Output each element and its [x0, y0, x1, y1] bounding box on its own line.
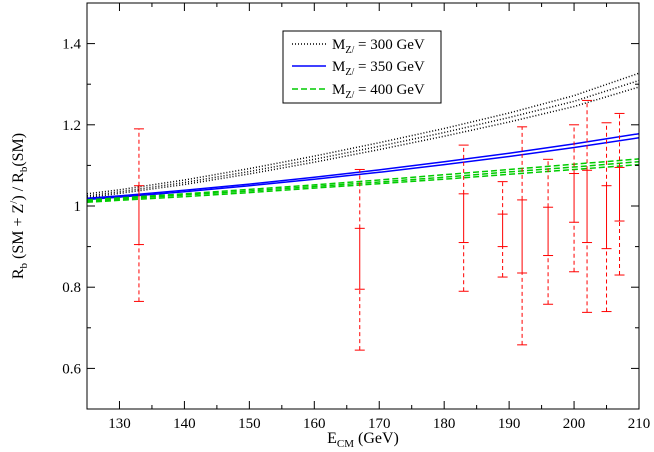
x-axis-label: ECM (GeV)	[327, 430, 399, 450]
series-2-line-0	[86, 158, 640, 201]
legend: MZ/ = 300 GeV MZ/ = 350 GeV MZ/ = 400 Ge…	[282, 30, 442, 104]
error-bar-layer	[133, 99, 625, 351]
x-tick-label: 130	[108, 416, 131, 432]
legend-label-300: MZ/ = 300 GeV	[332, 37, 425, 56]
series-1-line-0	[86, 132, 640, 200]
legend-box	[282, 30, 442, 104]
y-axis-label: Rb (SM + Z/) / Rb(SM)	[8, 133, 30, 279]
x-tick-label: 180	[433, 416, 456, 432]
error-bar-1	[354, 168, 365, 351]
series-2-line-2	[86, 163, 640, 204]
error-bar-6	[569, 124, 580, 273]
x-tick-label: 210	[628, 416, 651, 432]
y-tick-label: 0.6	[62, 361, 81, 377]
y-tick-label: 0.8	[62, 280, 81, 296]
error-bar-2	[458, 144, 469, 292]
x-tick-label: 140	[173, 416, 196, 432]
series-1-line-1	[86, 137, 640, 201]
error-bar-3	[497, 181, 508, 278]
error-bar-0	[133, 128, 144, 302]
error-bar-9	[614, 112, 625, 276]
x-tick-label: 190	[498, 416, 521, 432]
x-tick-label: 200	[563, 416, 586, 432]
series-2-line-1	[86, 160, 640, 202]
y-tick-label: 1	[74, 199, 82, 215]
x-tick-label: 160	[303, 416, 326, 432]
x-tick-label: 170	[368, 416, 391, 432]
error-bar-5	[543, 158, 554, 305]
error-bar-8	[601, 122, 612, 313]
error-bar-4	[517, 126, 528, 346]
y-tick-label: 1.4	[62, 37, 81, 53]
legend-label-350: MZ/ = 350 GeV	[332, 59, 425, 78]
series-layer	[86, 72, 640, 204]
legend-label-400: MZ/ = 400 GeV	[332, 82, 425, 101]
x-axis-label-subscript: CM	[337, 438, 354, 450]
series-0-line-2	[86, 86, 640, 199]
error-bar-7	[582, 99, 593, 313]
axis-ticks: 130 140 150 160 170 180 190 200 210 0.6 0.8 1 1.2 1.4	[62, 2, 651, 432]
x-tick-label: 150	[238, 416, 261, 432]
y-tick-label: 1.2	[62, 118, 81, 134]
